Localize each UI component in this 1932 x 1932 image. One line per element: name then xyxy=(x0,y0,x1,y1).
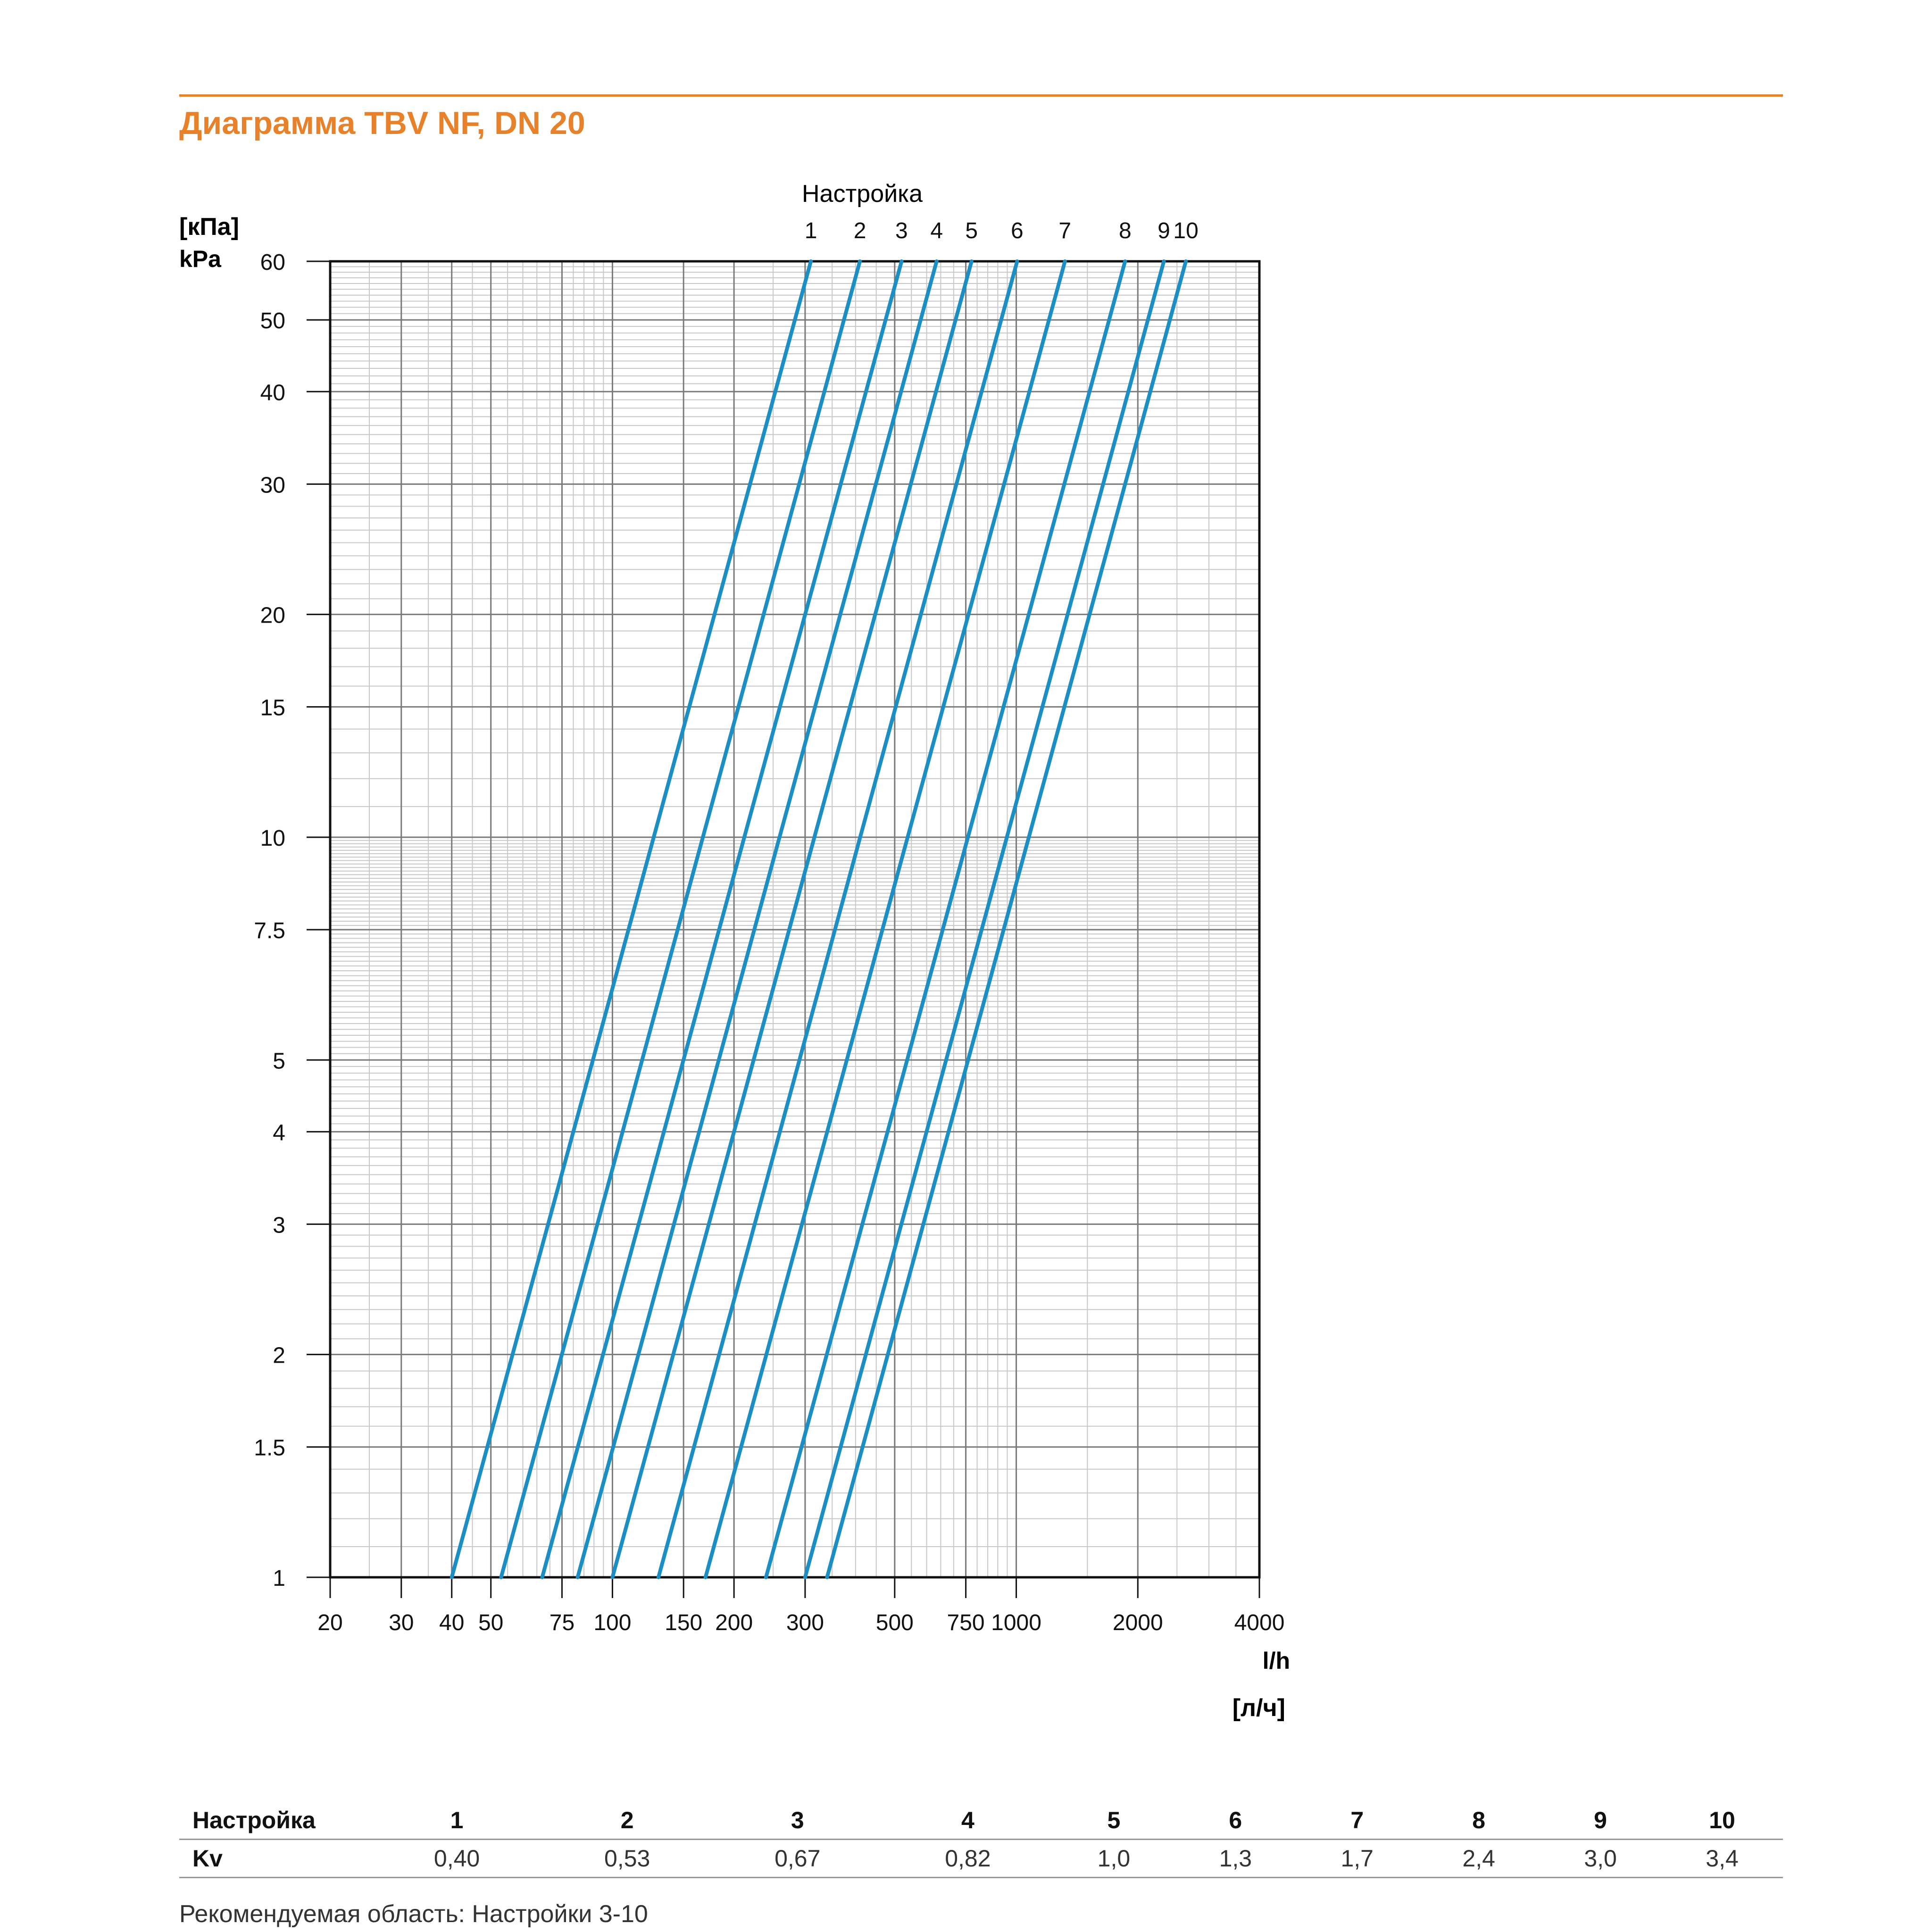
y-tick-label: 30 xyxy=(260,473,285,498)
table-cell: 0,82 xyxy=(883,1839,1053,1878)
table-cell: 4 xyxy=(883,1802,1053,1840)
grid-minor xyxy=(330,261,1259,1577)
setting-label-1: 1 xyxy=(805,218,817,243)
x-tick-label: 50 xyxy=(478,1610,503,1635)
x-tick-label: 75 xyxy=(550,1610,575,1635)
y-tick-label: 15 xyxy=(260,696,285,721)
x-tick-label: 750 xyxy=(947,1610,985,1635)
grid-major xyxy=(329,260,1260,1578)
table-cell: 1,7 xyxy=(1296,1839,1418,1878)
series-curves xyxy=(450,259,1188,1579)
y-tick-label: 2 xyxy=(273,1343,285,1368)
table-cell: 1 xyxy=(372,1802,542,1840)
y-tick-label: 1.5 xyxy=(254,1436,285,1461)
series-line-2 xyxy=(499,259,862,1579)
y-axis-ticks: 1 1.5 2 3 4 5 7.5 10 15 20 30 40 50 60 xyxy=(254,250,330,1591)
x-tick-label: 20 xyxy=(317,1610,342,1635)
plot-frame xyxy=(329,260,1261,1579)
y-tick-label: 3 xyxy=(273,1213,285,1238)
table-cell: 3,0 xyxy=(1540,1839,1662,1878)
table-cell: 1,0 xyxy=(1053,1839,1175,1878)
table-cell: 8 xyxy=(1418,1802,1540,1840)
setting-label-5: 5 xyxy=(965,218,978,243)
table-cell: 1,3 xyxy=(1174,1839,1297,1878)
series-line-9 xyxy=(803,259,1166,1579)
series-line-7 xyxy=(703,259,1067,1579)
series-line-1 xyxy=(450,259,813,1579)
x-tick-label: 200 xyxy=(715,1610,753,1635)
y-tick-label: 7.5 xyxy=(254,918,285,943)
series-line-3 xyxy=(540,259,904,1579)
setting-label-7: 7 xyxy=(1058,218,1071,243)
y-tick-label: 50 xyxy=(260,308,285,333)
page-title: Диаграмма TBV NF, DN 20 xyxy=(179,105,585,141)
x-tick-label: 150 xyxy=(665,1610,702,1635)
setting-label-8: 8 xyxy=(1119,218,1132,243)
accent-rule xyxy=(179,94,1783,97)
table-cell: 9 xyxy=(1540,1802,1662,1840)
x-tick-label: 100 xyxy=(593,1610,631,1635)
y-tick-label: 40 xyxy=(260,380,285,405)
kv-table: Настройка 1 2 3 4 5 6 7 8 9 10 Kv 0,40 0… xyxy=(179,1802,1783,1878)
x-tick-label: 30 xyxy=(389,1610,414,1635)
table-cell: 5 xyxy=(1053,1802,1175,1840)
y-tick-label: 10 xyxy=(260,826,285,851)
setting-label-4: 4 xyxy=(930,218,943,243)
series-line-4 xyxy=(575,259,939,1579)
series-line-10 xyxy=(825,259,1188,1579)
table-cell: 0,40 xyxy=(372,1839,542,1878)
table-row-settings: Настройка 1 2 3 4 5 6 7 8 9 10 xyxy=(179,1802,1783,1840)
table-cell: 2,4 xyxy=(1418,1839,1540,1878)
table-cell: 0,53 xyxy=(542,1839,713,1878)
setting-label-2: 2 xyxy=(854,218,866,243)
table-cell: 3 xyxy=(712,1802,883,1840)
y-tick-label: 60 xyxy=(260,250,285,275)
table-cell: 6 xyxy=(1174,1802,1297,1840)
x-axis-label-ru: [л/ч] xyxy=(1232,1694,1285,1722)
table-header-settings: Настройка xyxy=(179,1802,372,1840)
series-line-6 xyxy=(656,259,1019,1579)
recommended-range-note: Рекомендуемая область: Настройки 3-10 xyxy=(179,1900,648,1928)
setting-label-9: 9 xyxy=(1158,218,1170,243)
y-tick-label: 5 xyxy=(273,1049,285,1074)
table-cell: 7 xyxy=(1296,1802,1418,1840)
table-cell: 0,67 xyxy=(712,1839,883,1878)
y-axis-label: kPa xyxy=(179,246,222,272)
top-axis-title: Настройка xyxy=(802,180,923,208)
y-tick-label: 20 xyxy=(260,603,285,628)
x-tick-label: 500 xyxy=(876,1610,914,1635)
y-tick-label: 1 xyxy=(273,1566,285,1591)
table-header-kv: Kv xyxy=(179,1839,372,1878)
y-axis-label-ru: [кПа] xyxy=(179,213,239,241)
x-tick-label: 40 xyxy=(439,1610,464,1635)
table-cell: 10 xyxy=(1661,1802,1783,1840)
series-line-8 xyxy=(764,259,1127,1579)
x-tick-label: 300 xyxy=(786,1610,824,1635)
table-cell: 3,4 xyxy=(1661,1839,1783,1878)
table-cell: 2 xyxy=(542,1802,713,1840)
y-tick-label: 4 xyxy=(273,1120,285,1145)
x-tick-label: 4000 xyxy=(1234,1610,1285,1635)
setting-labels: 1 2 3 4 5 6 7 8 9 10 xyxy=(805,218,1199,243)
x-tick-label: 2000 xyxy=(1113,1610,1163,1635)
setting-label-10: 10 xyxy=(1173,218,1198,243)
setting-label-3: 3 xyxy=(895,218,908,243)
setting-label-6: 6 xyxy=(1011,218,1024,243)
series-line-5 xyxy=(610,259,974,1579)
x-axis-ticks: 20 30 40 50 75 100 150 200 300 500 750 1000 2000 4000 xyxy=(317,1577,1284,1635)
table-row-kv: Kv 0,40 0,53 0,67 0,82 1,0 1,3 1,7 2,4 3… xyxy=(179,1839,1783,1878)
x-axis-label: l/h xyxy=(1263,1648,1290,1674)
x-tick-label: 1000 xyxy=(991,1610,1041,1635)
